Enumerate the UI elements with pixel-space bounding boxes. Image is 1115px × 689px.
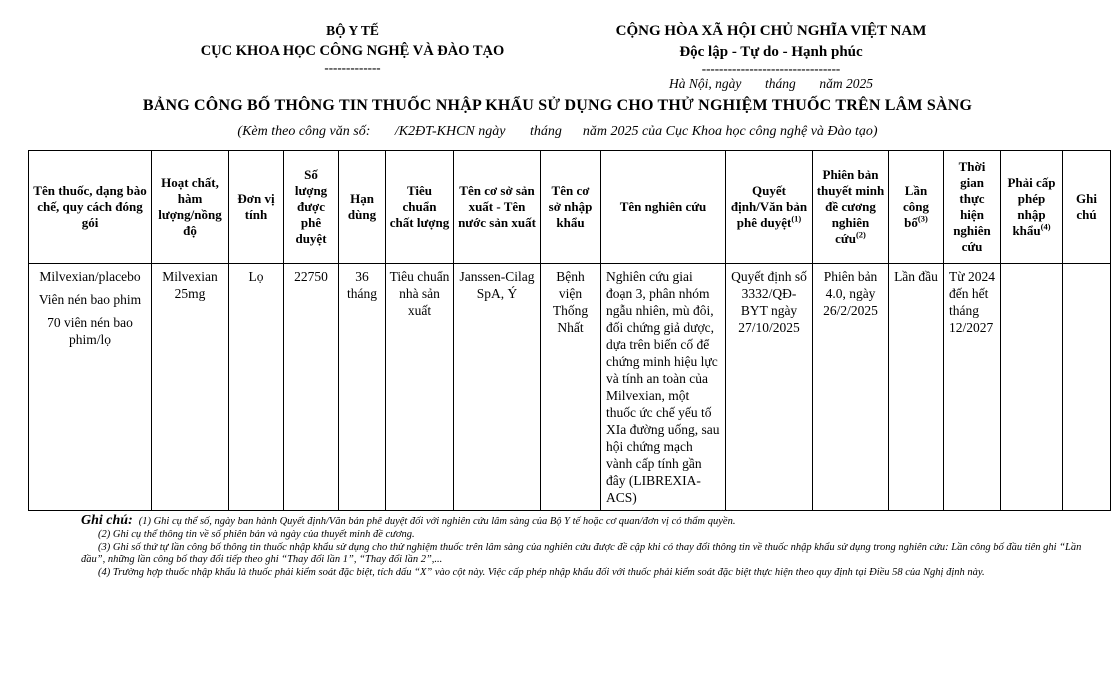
col-header-approval-document: Quyết định/Văn bản phê duyệt(1) — [725, 150, 813, 264]
org-name: CỤC KHOA HỌC CÔNG NGHỆ VÀ ĐÀO TẠO — [200, 43, 505, 59]
footnote-3: (3) Ghi số thứ tự lần công bố thông tin … — [81, 541, 1082, 566]
drug-packaging-line: 70 viên nén bao phim/lọ — [47, 315, 133, 347]
nation-motto: Độc lập - Tự do - Hạnh phúc — [679, 44, 863, 60]
footnotes: Ghi chú: (1) Ghi cụ thể số, ngày ban hành… — [81, 513, 1107, 580]
col-header-approved-quantity: Số lượng được phê duyệt — [283, 150, 339, 264]
place-dateline: Hà Nội, ngày tháng năm 2025 — [669, 76, 873, 91]
right-divider: -------------------------------- — [701, 61, 841, 76]
table-header-row: Tên thuốc, dạng bào chế, quy cách đóng g… — [28, 150, 1111, 264]
col-header-label: Tên nghiên cứu — [619, 199, 707, 214]
cell-protocol-version: Phiên bản 4.0, ngày 26/2/2025 — [812, 263, 889, 511]
letterhead: BỘ Y TẾ CỤC KHOA HỌC CÔNG NGHỆ VÀ ĐÀO TẠ… — [0, 0, 1115, 93]
cell-special-import-license — [1000, 263, 1063, 511]
cell-publication-number: Lần đầu — [888, 263, 944, 511]
document-title: BẢNG CÔNG BỐ THÔNG TIN THUỐC NHẬP KHẨU S… — [142, 97, 973, 114]
drug-name-line: Milvexian/placebo — [39, 269, 141, 284]
col-header-study-name: Tên nghiên cứu — [600, 150, 726, 264]
cell-remark — [1062, 263, 1111, 511]
footnote-1-text: (1) Ghi cụ thể số, ngày ban hành Quyết đ… — [138, 516, 736, 527]
cell-manufacturer: Janssen-Cilag SpA, Ý — [453, 263, 541, 511]
col-header-importer: Tên cơ sở nhập khẩu — [540, 150, 601, 264]
footnote-2: (2) Ghi cụ thể thông tin về số phiên bản… — [98, 528, 415, 540]
parent-org-name: BỘ Y TẾ — [326, 23, 379, 38]
col-header-label: Số lượng được phê duyệt — [294, 167, 328, 246]
cell-shelf-life: 36 tháng — [338, 263, 386, 511]
col-header-quality-standard: Tiêu chuẩn chất lượng — [385, 150, 454, 264]
col-header-label: Hoạt chất, hàm lượng/nồng độ — [158, 175, 222, 238]
footnote-1: Ghi chú: (1) Ghi cụ thể số, ngày ban hành… — [81, 513, 1107, 529]
col-header-label: Thời gian thực hiện nghiên cứu — [953, 159, 991, 254]
col-header-manufacturer: Tên cơ sở sản xuất - Tên nước sản xuất — [453, 150, 541, 264]
col-header-label: Tiêu chuẩn chất lượng — [389, 183, 450, 230]
col-header-label: Phiên bản thuyết minh đề cương nghiên cứ… — [816, 167, 885, 246]
footnote-4: (4) Trường hợp thuốc nhập khẩu là thuốc … — [98, 567, 985, 579]
cell-unit: Lọ — [228, 263, 284, 511]
cell-drug-name: Milvexian/placebo Viên nén bao phim 70 v… — [28, 263, 152, 511]
col-header-label: Ghi chú — [1076, 191, 1097, 222]
col-header-publication-number: Lần công bố(3) — [888, 150, 944, 264]
col-header-label: Hạn dùng — [347, 191, 377, 222]
col-header-active-ingredient: Hoạt chất, hàm lượng/nồng độ — [151, 150, 229, 264]
col-header-remark: Ghi chú — [1062, 150, 1111, 264]
left-divider: ------------- — [324, 60, 381, 75]
nation-title: CỘNG HÒA XÃ HỘI CHỦ NGHĨA VIỆT NAM — [615, 23, 927, 39]
cell-study-name: Nghiên cứu giai đoạn 3, phân nhóm ngẫu n… — [600, 263, 726, 511]
table-row: Milvexian/placebo Viên nén bao phim 70 v… — [28, 263, 1111, 511]
col-header-special-import-license: Phải cấp phép nhập khẩu(4) — [1000, 150, 1063, 264]
col-header-label: Tên cơ sở nhập khẩu — [548, 183, 593, 230]
cell-quality-standard: Tiêu chuẩn nhà sản xuất — [385, 263, 454, 511]
col-header-label: Đơn vị tính — [237, 191, 275, 222]
col-header-unit: Đơn vị tính — [228, 150, 284, 264]
col-header-label: Lần công bố — [903, 183, 929, 230]
document-subtitle: (Kèm theo công văn số: /K2ĐT-KHCN ngày t… — [237, 124, 878, 139]
cell-approval-document: Quyết định số 3332/QĐ-BYT ngày 27/10/202… — [725, 263, 813, 511]
footnotes-label: Ghi chú: — [81, 513, 133, 528]
col-header-shelf-life: Hạn dùng — [338, 150, 386, 264]
col-header-sup: (4) — [1040, 221, 1051, 232]
col-header-protocol-version: Phiên bản thuyết minh đề cương nghiên cứ… — [812, 150, 889, 264]
col-header-label: Tên cơ sở sản xuất - Tên nước sản xuất — [458, 183, 536, 230]
col-header-label: Tên thuốc, dạng bào chế, quy cách đóng g… — [33, 183, 147, 230]
drug-form-line: Viên nén bao phim — [38, 292, 142, 307]
col-header-drug-name: Tên thuốc, dạng bào chế, quy cách đóng g… — [28, 150, 152, 264]
col-header-sup: (1) — [791, 213, 802, 224]
col-header-sup: (2) — [855, 229, 866, 240]
col-header-study-period: Thời gian thực hiện nghiên cứu — [943, 150, 1001, 264]
col-header-sup: (3) — [917, 213, 928, 224]
cell-approved-quantity: 22750 — [283, 263, 339, 511]
letterhead-right: CỘNG HÒA XÃ HỘI CHỦ NGHĨA VIỆT NAM Độc l… — [585, 20, 957, 93]
letterhead-left: BỘ Y TẾ CỤC KHOA HỌC CÔNG NGHỆ VÀ ĐÀO TẠ… — [120, 20, 585, 93]
col-header-label: Quyết định/Văn bản phê duyệt — [730, 183, 808, 230]
col-header-label: Phải cấp phép nhập khẩu — [1007, 175, 1056, 238]
cell-importer: Bệnh viện Thống Nhất — [540, 263, 601, 511]
drug-publication-table: Tên thuốc, dạng bào chế, quy cách đóng g… — [28, 150, 1111, 511]
cell-active-ingredient: Milvexian 25mg — [151, 263, 229, 511]
cell-study-period: Từ 2024 đến hết tháng 12/2027 — [943, 263, 1001, 511]
